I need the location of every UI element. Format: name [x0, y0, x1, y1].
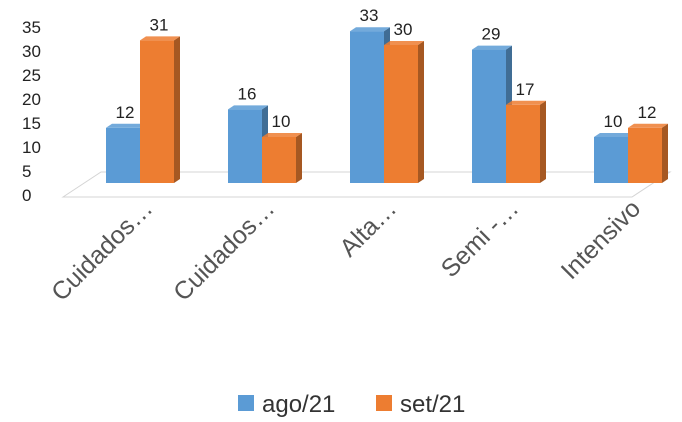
bar-front: [628, 127, 662, 183]
bar: [262, 133, 302, 183]
legend-swatch: [376, 395, 392, 411]
bar-top: [106, 123, 146, 128]
bar: [140, 36, 180, 184]
y-tick-label: 30: [22, 42, 41, 61]
bar-front: [350, 31, 384, 184]
data-label: 29: [482, 25, 501, 44]
y-tick-label: 0: [22, 186, 31, 205]
bar-top: [384, 41, 424, 45]
bar-front: [106, 127, 140, 183]
y-tick-label: 25: [22, 66, 41, 85]
bar-front: [384, 45, 418, 183]
bar-top: [228, 105, 268, 110]
data-label: 10: [604, 112, 623, 131]
bar-top: [350, 27, 390, 32]
bar-front: [594, 137, 628, 183]
bar-side: [540, 100, 546, 183]
bar-top: [628, 123, 668, 128]
bar: [506, 100, 546, 183]
data-label: 16: [238, 84, 257, 103]
legend-label: ago/21: [262, 391, 335, 418]
data-label: 30: [394, 20, 413, 39]
bar-front: [506, 104, 540, 183]
data-label: 12: [116, 103, 135, 122]
bar-side: [418, 41, 424, 183]
bar: [628, 123, 668, 183]
bar-front: [472, 49, 506, 183]
data-labels: 12 31 16 10 33 30 29 17 10 12: [116, 6, 657, 131]
bar-side: [296, 133, 302, 183]
category-label: Intensivo: [556, 194, 647, 285]
category-label: Cuidados…: [46, 194, 158, 306]
y-axis-ticks: 0 5 10 15 20 25 30 35: [22, 18, 41, 205]
category-label: Alta…: [334, 194, 402, 262]
bar-front: [140, 40, 174, 184]
category-label: Semi -…: [436, 194, 525, 283]
legend-label: set/21: [400, 391, 465, 418]
y-tick-label: 10: [22, 138, 41, 157]
data-label: 33: [360, 6, 379, 25]
category-labels: Cuidados… Cuidados… Alta… Semi -… Intensivo: [46, 194, 646, 306]
y-tick-label: 5: [22, 162, 31, 181]
bars: [106, 27, 668, 184]
legend-swatch: [238, 395, 254, 411]
bar-side: [662, 123, 668, 183]
bar-front: [228, 109, 262, 183]
bar-top: [506, 100, 546, 105]
bar-front: [262, 137, 296, 183]
data-label: 17: [516, 80, 535, 99]
data-label: 31: [150, 15, 169, 34]
bar-top: [472, 45, 512, 50]
category-label: Cuidados…: [168, 194, 280, 306]
bar: [384, 41, 424, 183]
bar-top: [262, 133, 302, 137]
bar-top: [140, 36, 180, 41]
y-tick-label: 15: [22, 114, 41, 133]
bar-side: [174, 36, 180, 184]
legend: ago/21 set/21: [238, 391, 465, 418]
bar-top: [594, 133, 634, 137]
y-tick-label: 35: [22, 18, 41, 37]
y-tick-label: 20: [22, 90, 41, 109]
data-label: 10: [272, 112, 291, 131]
data-label: 12: [638, 103, 657, 122]
